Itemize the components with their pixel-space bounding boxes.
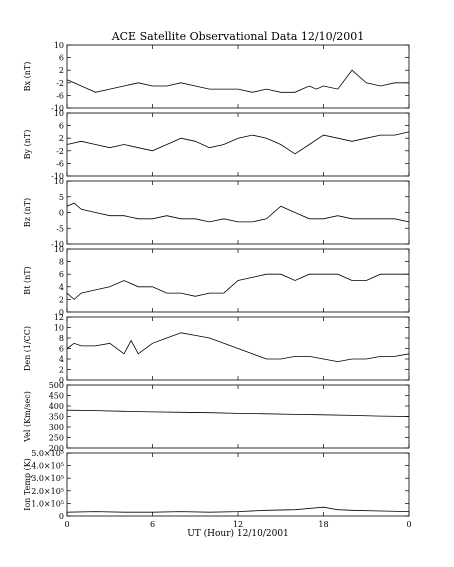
y-axis-label: Den (1/CC) [23, 326, 32, 371]
x-tick-label: 18 [318, 520, 328, 529]
y-tick-label: -10 [51, 104, 64, 113]
y-tick-label: -2 [56, 79, 64, 88]
y-tick-label: 10 [54, 177, 64, 186]
y-tick-label: 2 [59, 134, 64, 143]
panel-2: 10 6 2 -2 -6 -10 By (nT) [23, 109, 410, 181]
x-tick-label: 12 [233, 520, 243, 529]
y-tick-label: 4 [59, 283, 64, 292]
y-tick-label: 350 [49, 413, 64, 422]
y-tick-label: 6 [59, 122, 64, 131]
y-tick-label: 10 [54, 41, 64, 50]
y-tick-label: 8 [59, 334, 64, 343]
series-line [66, 202, 410, 223]
y-tick-label: -5 [56, 224, 64, 233]
y-tick-label: 5 [59, 193, 64, 202]
panel-3: 10 5 0 -5 -10 Bz (nT) [23, 177, 410, 249]
y-tick-label: 4.0×10⁵ [31, 462, 64, 471]
panel-frame [66, 180, 410, 245]
y-tick-label: 500 [49, 381, 64, 390]
y-tick-label: -2 [56, 147, 64, 156]
panel-frame [66, 384, 410, 449]
y-tick-label: 250 [49, 434, 64, 443]
y-tick-label: 400 [49, 402, 64, 411]
series-line [66, 409, 410, 417]
y-tick-label: 8 [59, 258, 64, 267]
series-line [66, 273, 409, 300]
y-tick-label: 2.0×10⁵ [31, 487, 64, 496]
y-tick-label: 6 [59, 54, 64, 63]
y-tick-label: 12 [54, 313, 64, 322]
panel-4: 10 8 6 4 2 0 Bt (nT) [23, 245, 410, 317]
y-axis-label: Bt (nT) [23, 266, 32, 294]
y-tick-label: 10 [54, 324, 64, 333]
x-tick-label: 0 [406, 520, 411, 529]
x-tick-label: 6 [150, 520, 155, 529]
panel-frame [66, 112, 410, 177]
y-tick-label: -6 [56, 91, 64, 100]
y-tick-label: 10 [54, 245, 64, 254]
y-tick-label: -6 [56, 159, 64, 168]
y-tick-label: 1.0×10⁵ [31, 499, 64, 508]
y-axis-label: Vel (Km/sec) [23, 391, 32, 443]
y-tick-label: 2 [59, 366, 64, 375]
series-line [66, 506, 410, 513]
chart-title: ACE Satellite Observational Data 12/10/2… [111, 30, 365, 43]
x-tick-label: 0 [64, 520, 69, 529]
y-tick-label: 2 [59, 295, 64, 304]
y-tick-label: 5.0×10⁵ [31, 449, 64, 458]
y-tick-label: 4 [59, 355, 64, 364]
series-line [66, 332, 410, 363]
panel-5: 12 108 64 20 Den (1/CC) [23, 313, 410, 385]
y-tick-label: 0 [59, 308, 64, 317]
y-tick-label: 0 [59, 512, 64, 521]
y-tick-label: 200 [49, 444, 64, 453]
panel-frame [66, 452, 410, 517]
y-tick-label: -10 [51, 172, 64, 181]
y-tick-label: 450 [49, 392, 64, 401]
y-tick-label: 6 [59, 270, 64, 279]
y-tick-label: 6 [59, 345, 64, 354]
y-tick-label: 0 [59, 376, 64, 385]
panel-frame [66, 44, 410, 109]
y-axis-label: By (nT) [23, 130, 32, 160]
y-tick-label: 2 [59, 66, 64, 75]
y-axis-label: Bx (nT) [23, 62, 32, 92]
y-axis-label: Bz (nT) [23, 198, 32, 227]
panel-7: 5.0×10⁵ 4.0×10⁵ 3.0×10⁵ 2.0×10⁵ 1.0×10⁵ 0 Ion … [23, 449, 410, 521]
y-tick-label: 0 [59, 209, 64, 218]
y-tick-label: 300 [49, 423, 64, 432]
panel-1: 10 6 2 -2 -6 -10 Bx (nT) [23, 41, 410, 113]
y-tick-label: -10 [51, 240, 64, 249]
y-tick-label: 3.0×10⁵ [31, 474, 64, 483]
y-axis-label: Ion Temp (K) [23, 458, 32, 511]
series-line [66, 131, 410, 155]
y-tick-label: 10 [54, 109, 64, 118]
x-axis-label: UT (Hour) 12/10/2001 [187, 528, 289, 539]
series-line [66, 69, 409, 93]
